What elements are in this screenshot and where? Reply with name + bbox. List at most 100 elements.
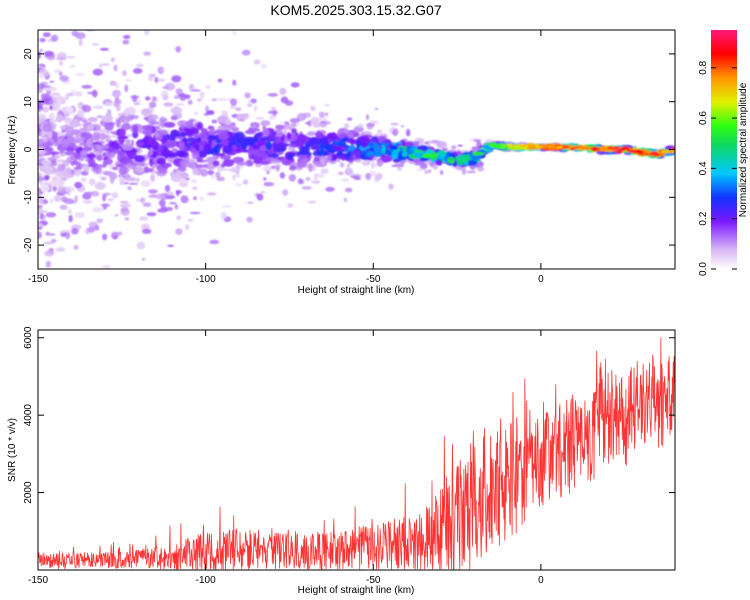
heatmap-cell [125,177,137,182]
heatmap-cell [263,182,275,187]
heatmap-cell [291,128,297,134]
heatmap-cell [231,144,238,150]
heatmap-cell [136,241,146,250]
colorbar: 0.0 0.2 0.4 0.6 0.8 Normalized spectral ampl… [698,30,749,276]
heatmap-cell [77,109,85,118]
heatmap-cell [457,144,463,147]
colorbar-label: Normalized spectral amplitude [738,82,749,217]
heatmap-cell [38,223,43,227]
heatmap-cell [218,132,229,141]
heatmap-cell [155,125,160,130]
heatmap-cell [93,105,104,110]
heatmap-cell [161,148,171,156]
heatmap-cell [196,121,203,130]
heatmap-cell [73,166,83,170]
heatmap-cell [388,183,394,190]
heatmap-cell [173,95,180,99]
heatmap-cell [236,161,248,166]
heatmap-cell [163,102,174,107]
heatmap-cell [193,111,199,116]
heatmap-cell [53,69,61,73]
heatmap-cell [53,154,60,160]
heatmap-cell [47,55,56,61]
heatmap-cell [85,139,92,147]
heatmap-cells [38,30,675,269]
x-tick-label: -100 [196,575,216,586]
heatmap-cell [122,35,131,39]
heatmap-cell [223,124,234,131]
heatmap-cell [203,113,210,116]
heatmap-cell [59,204,68,210]
heatmap-cell [200,196,204,202]
heatmap-cell [222,159,235,167]
heatmap-cell [206,192,217,196]
heatmap-cell [200,168,209,177]
heatmap-cell [145,96,151,101]
heatmap-cell [53,171,65,175]
heatmap-cell [221,205,232,208]
heatmap-cell [196,98,202,102]
heatmap-cell [75,161,82,168]
heatmap-cell [38,73,45,79]
heatmap-cell [369,170,377,177]
heatmap-cell [299,145,305,154]
heatmap-cell [154,193,164,200]
heatmap-cell [343,123,350,129]
heatmap-cell [447,156,455,164]
heatmap-cell [234,183,243,187]
heatmap-cell [274,136,282,144]
heatmap-cell [289,118,300,124]
heatmap-cell [396,167,403,171]
heatmap-cell [216,98,228,102]
heatmap-cell [433,164,438,170]
heatmap-cell [38,89,43,94]
heatmap-cell [48,151,60,155]
heatmap-cell [102,192,112,196]
heatmap-cell [661,149,670,153]
heatmap-cell [308,163,313,173]
heatmap-cell [326,132,337,137]
heatmap-x-axis-label: Height of straight line (km) [298,285,415,296]
heatmap-cell [306,112,311,119]
heatmap-cell [405,128,411,137]
heatmap-cell [70,119,80,128]
heatmap-cell [225,118,231,125]
heatmap-cell [209,239,220,245]
snr-panel: -150 -100 -50 0 2000 4000 6000 Height of stra… [7,326,676,596]
heatmap-cell [90,191,100,197]
x-tick-label: -150 [28,274,48,285]
heatmap-cell [349,175,360,179]
heatmap-cell [40,85,51,88]
heatmap-cell [119,200,129,204]
heatmap-cell [132,125,139,135]
heatmap-cell [176,189,180,197]
heatmap-cell [58,61,64,66]
heatmap-cell [55,56,67,61]
heatmap-cell [104,194,108,198]
heatmap-cell [74,91,83,97]
heatmap-cell [180,131,186,137]
heatmap-cell [51,94,61,99]
heatmap-cell [542,145,549,149]
heatmap-cell [161,90,169,98]
heatmap-cell [117,152,125,157]
heatmap-cell [43,210,48,214]
heatmap-cell [297,178,303,185]
heatmap-cell [260,120,271,127]
heatmap-cell [217,78,223,83]
colorbar-tick-label: 0.6 [698,111,709,125]
heatmap-cell [38,117,43,123]
heatmap-cell [66,106,75,112]
heatmap-cell [124,107,137,115]
heatmap-cell [427,169,432,174]
heatmap-cell [104,158,113,165]
heatmap-cell [255,122,260,129]
y-tick-label: 0 [23,146,34,152]
heatmap-cell [43,146,48,152]
heatmap-cell [393,163,405,168]
heatmap-cell [102,264,111,269]
heatmap-cell [211,174,215,179]
heatmap-cell [135,198,141,202]
heatmap-cell [66,56,76,59]
heatmap-cell [96,154,103,162]
